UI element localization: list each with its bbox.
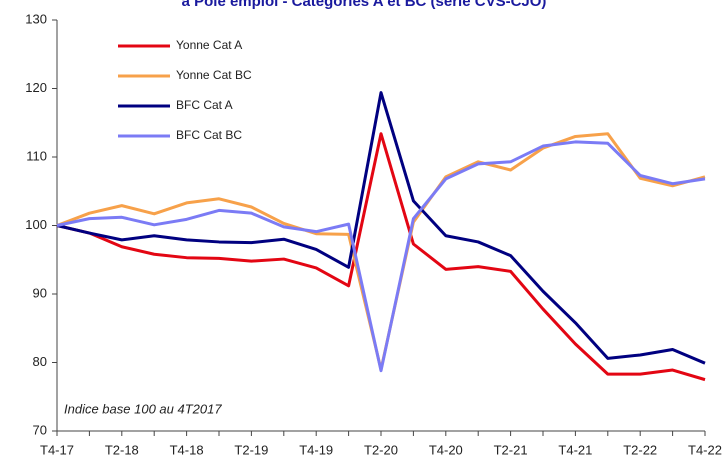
x-tick-label: T4-19 (299, 442, 333, 457)
legend-label: BFC Cat A (176, 98, 233, 112)
series-line (56, 132, 706, 371)
x-tick-label: T2-22 (623, 442, 657, 457)
x-tick-label: T4-21 (558, 442, 592, 457)
y-tick-label: 80 (33, 354, 47, 369)
series-line (56, 132, 706, 382)
y-tick-label: 100 (25, 217, 47, 232)
x-tick-label: T2-20 (364, 442, 398, 457)
x-tick-label: T2-19 (234, 442, 268, 457)
y-tick-label: 110 (26, 148, 47, 163)
x-tick-label: T2-18 (105, 442, 139, 457)
x-tick-label: T4-22 (688, 442, 722, 457)
y-tick-label: 70 (33, 422, 47, 437)
x-tick-label: T2-21 (494, 442, 528, 457)
annotation: Indice base 100 au 4T2017 (64, 401, 222, 416)
legend-label: Yonne Cat BC (176, 68, 252, 82)
chart-title: à Pôle emploi - Catégories A et BC (séri… (182, 0, 547, 10)
x-tick-label: T4-17 (40, 442, 74, 457)
legend-label: Yonne Cat A (176, 38, 242, 52)
legend-label: BFC Cat BC (176, 128, 242, 142)
series-line (56, 91, 706, 365)
y-tick-label: 90 (33, 285, 47, 300)
x-tick-label: T4-18 (170, 442, 204, 457)
series-line (56, 140, 706, 373)
y-tick-label: 130 (25, 11, 47, 26)
y-tick-label: 120 (25, 80, 47, 95)
x-tick-label: T4-20 (429, 442, 463, 457)
